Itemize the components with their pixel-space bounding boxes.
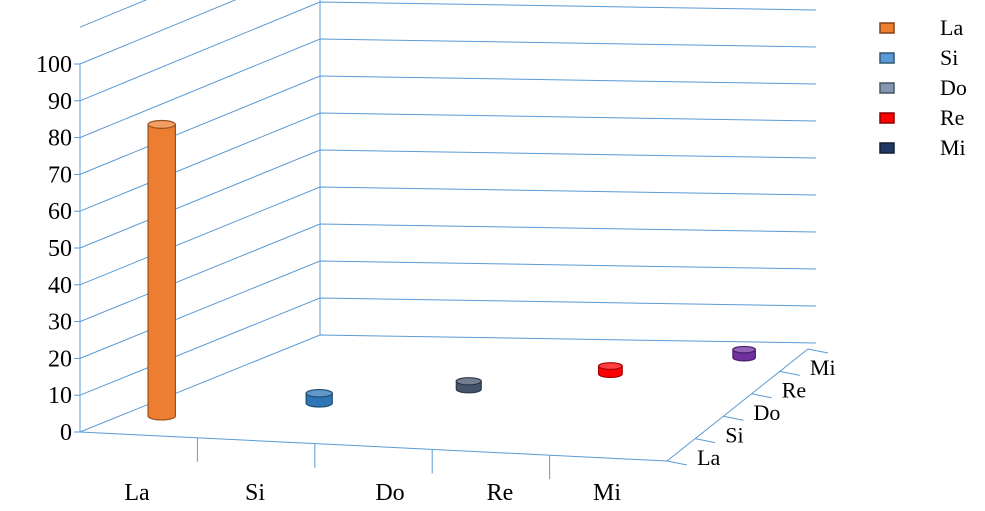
gridline: [79, 1, 817, 102]
gridline: [79, 38, 817, 139]
x-axis-line: [79, 431, 668, 462]
y-tick-label: 20: [48, 346, 72, 372]
gridline: [79, 223, 817, 323]
bar-si-si: [305, 388, 333, 408]
depth-tick-mark: [807, 348, 829, 354]
y-tick-label: 30: [48, 310, 72, 336]
bar-top: [305, 388, 333, 398]
legend-swatch: [879, 22, 895, 34]
gridline: [79, 297, 817, 396]
y-tick-label: 50: [48, 236, 72, 262]
depth-tick-mark: [723, 415, 744, 421]
gridline: [79, 112, 817, 212]
legend-item-mi: Mi: [879, 135, 966, 160]
depth-axis-line: [666, 348, 809, 462]
gridline: [79, 260, 817, 359]
legend-swatch: [879, 112, 895, 124]
depth-tick-mark: [779, 370, 800, 376]
depth-label: Mi: [810, 355, 836, 380]
legend-label: La: [940, 15, 963, 40]
bars: [147, 119, 756, 421]
bar-mi-mi: [732, 345, 756, 362]
gridline: [79, 0, 237, 65]
y-axis-tick-labels: 0 10 20 30 40 50 60 70 80 90 100: [36, 52, 80, 446]
x-category-label: Si: [245, 480, 265, 506]
y-tick-label: 100: [36, 52, 72, 78]
bar-body: [147, 123, 177, 421]
y-tick-label: 80: [48, 126, 72, 152]
x-category-label: Re: [487, 480, 514, 506]
legend-swatch: [879, 82, 895, 94]
legend-item-do: Do: [879, 75, 967, 100]
grid-lines: [79, 0, 817, 433]
gridline: [79, 149, 817, 249]
bar-re-re: [597, 362, 623, 379]
bar-top: [597, 362, 623, 371]
legend-item-si: Si: [879, 45, 958, 70]
depth-tick-mark: [695, 438, 716, 444]
depth-label: Re: [782, 378, 806, 403]
x-category-label: Do: [375, 480, 404, 506]
legend-label: Re: [940, 105, 964, 130]
depth-tick-mark: [666, 460, 688, 466]
bar-la-la: [147, 119, 177, 421]
depth-label: Do: [754, 400, 781, 425]
y-tick-label: 60: [48, 199, 72, 225]
legend-label: Mi: [940, 135, 966, 160]
legend-item-la: La: [879, 15, 963, 40]
gridline: [79, 75, 817, 175]
x-axis-category-labels: La Si Do Re Mi: [124, 437, 621, 506]
x-category-label: La: [124, 480, 150, 506]
legend-label: Do: [940, 75, 967, 100]
bar-top: [147, 119, 177, 129]
gridline: [79, 334, 817, 433]
x-category-label: Mi: [593, 480, 621, 506]
y-tick-label: 70: [48, 162, 72, 188]
y-tick-label: 90: [48, 89, 72, 115]
depth-label: Si: [725, 422, 743, 447]
depth-tick-mark: [751, 393, 772, 399]
legend-swatch: [879, 52, 895, 64]
legend-swatch: [879, 142, 895, 154]
legend-label: Si: [940, 45, 958, 70]
y-tick-label: 0: [60, 420, 72, 446]
bar-do-do: [455, 377, 482, 394]
y-tick-label: 40: [48, 273, 72, 299]
gridline: [79, 186, 817, 286]
y-tick-label: 10: [48, 383, 72, 409]
legend-item-re: Re: [879, 105, 964, 130]
bar-top: [455, 377, 482, 386]
bar-top: [732, 345, 756, 354]
depth-label: La: [697, 445, 720, 470]
legend: La Si Do Re Mi: [879, 15, 967, 160]
